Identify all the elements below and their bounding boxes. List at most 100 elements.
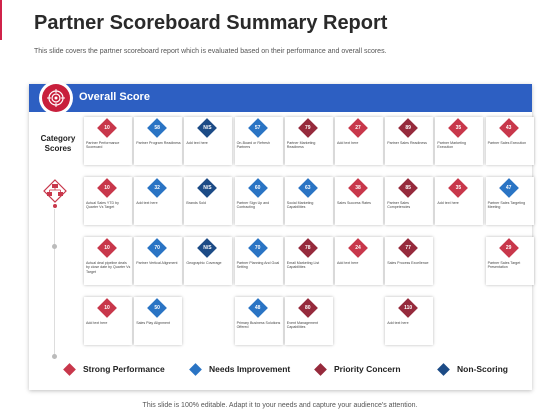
accent-bar xyxy=(0,0,2,40)
score-cell: 29 Partner Sales Target Presentation xyxy=(485,237,534,285)
score-value: 50 xyxy=(154,305,160,311)
score-value: 78 xyxy=(305,245,311,251)
score-cell: 110 Add text here xyxy=(385,297,434,345)
score-cell: 57 On-Board or Refresh Partners xyxy=(234,117,283,165)
score-label: Partner Program Readiness xyxy=(136,141,181,145)
score-label: Partner Sales Readiness xyxy=(387,141,427,145)
score-cell: 10 Actual Sales YTD by Quarter Vs Target xyxy=(84,177,132,225)
score-value: 27 xyxy=(355,125,361,131)
banner-label: Overall Score xyxy=(79,91,150,103)
legend-diamond-icon xyxy=(63,362,76,376)
page-subtitle: This slide covers the partner scoreboard… xyxy=(34,48,387,55)
score-value: 10 xyxy=(104,125,110,131)
score-value: 77 xyxy=(405,245,411,251)
score-cell: 10 Actual deal pipeline deals by close da… xyxy=(84,237,132,285)
scoreboard-card: Overall Score Category Scores 10 Partner … xyxy=(29,81,534,390)
score-value: 29 xyxy=(505,245,512,251)
score-label: Sales Success Rates xyxy=(337,201,371,205)
score-value: 10 xyxy=(104,245,110,251)
score-value: 38 xyxy=(355,185,361,191)
page-title: Partner Scoreboard Summary Report xyxy=(34,12,388,34)
footer-note: This slide is 100% editable. Adapt it to… xyxy=(142,402,418,409)
score-value: 43 xyxy=(505,125,512,131)
score-label: Partner Sign Up and Contracting xyxy=(236,201,270,210)
score-cell: 35 Partner Marketing Execution xyxy=(435,117,484,165)
score-label: Add text here xyxy=(437,201,459,205)
score-cell: 79 Partner Marketing Readiness xyxy=(284,117,333,165)
score-cell: 78 Email Marketing List Capabilities xyxy=(284,237,333,285)
score-label: Partner Sales Targeting Meeting xyxy=(487,201,526,210)
score-cell: N/S Brands Sold xyxy=(184,177,233,225)
score-value: 35 xyxy=(455,125,462,131)
score-label: Partner Performance Scorecard xyxy=(86,141,120,150)
legend: Strong Performance Needs Improvement Pri… xyxy=(29,358,532,382)
score-value: N/S xyxy=(203,245,212,251)
score-label: Partner Marketing Readiness xyxy=(286,141,316,150)
score-cell: 70 Partner Planning And Goal Setting xyxy=(234,237,283,285)
score-label: Email Marketing List Capabilities xyxy=(286,261,320,270)
score-cell: 10 Partner Performance Scorecard xyxy=(84,117,132,165)
legend-item-strong: Strong Performance xyxy=(63,362,165,376)
score-cell: 32 Add text here xyxy=(134,177,183,225)
legend-item-priority: Priority Concern xyxy=(314,362,401,376)
score-value: 35 xyxy=(455,185,462,191)
score-cell: 50 Sales Play Alignment xyxy=(134,297,183,345)
score-value: 10 xyxy=(104,305,110,311)
score-label: Add text here xyxy=(86,321,108,325)
score-cell: 60 Partner Sign Up and Contracting xyxy=(234,177,283,225)
legend-label: Strong Performance xyxy=(83,364,165,374)
score-label: Brands Sold xyxy=(186,201,206,205)
score-value: 110 xyxy=(404,305,413,311)
target-icon xyxy=(39,81,73,115)
score-value: 57 xyxy=(254,125,261,131)
score-value: 70 xyxy=(154,245,160,251)
timeline-line xyxy=(54,209,55,359)
legend-diamond-icon xyxy=(189,362,202,376)
legend-diamond-icon xyxy=(437,362,450,376)
score-cell: 38 Sales Success Rates xyxy=(335,177,383,225)
score-cell: 89 Partner Sales Readiness xyxy=(385,117,434,165)
score-value: 48 xyxy=(254,305,261,311)
score-cell: 63 Social Marketing Capabilities xyxy=(284,177,333,225)
legend-label: Needs Improvement xyxy=(209,364,291,374)
score-label: Partner Marketing Execution xyxy=(437,141,466,150)
score-label: Partner Sales Execution xyxy=(487,141,527,145)
score-value: 58 xyxy=(154,125,160,131)
score-label: Partner Sales Target Presentation xyxy=(487,261,521,270)
score-value: N/S xyxy=(203,125,212,131)
score-cell: 47 Partner Sales Targeting Meeting xyxy=(485,177,534,225)
score-label: Sales Process Excellence xyxy=(387,261,429,265)
score-label: On-Board or Refresh Partners xyxy=(236,141,270,150)
score-label: Add text here xyxy=(387,321,409,325)
score-cell: 43 Partner Sales Execution xyxy=(485,117,534,165)
score-value: 85 xyxy=(405,185,411,191)
score-value: 24 xyxy=(355,245,361,251)
score-value: 47 xyxy=(505,185,512,191)
score-cell: 85 Partner Sales Competencies xyxy=(385,177,434,225)
score-label: Add text here xyxy=(136,201,158,205)
score-value: 32 xyxy=(154,185,160,191)
timeline-dot xyxy=(52,244,57,249)
score-value: 70 xyxy=(254,245,261,251)
score-label: Sales Play Alignment xyxy=(136,321,170,325)
score-label: Actual Sales YTD by Quarter Vs Target xyxy=(86,201,119,210)
legend-label: Priority Concern xyxy=(334,364,401,374)
score-cell: 10 Add text here xyxy=(84,297,132,345)
score-value: 10 xyxy=(104,185,110,191)
category-scores-label: Category Scores xyxy=(40,134,76,153)
score-cell: 35 Add text here xyxy=(435,177,484,225)
score-value: 80 xyxy=(305,305,311,311)
score-value: 60 xyxy=(254,185,261,191)
score-label: Add text here xyxy=(337,261,359,265)
legend-item-nonscoring: Non-Scoring xyxy=(437,362,508,376)
score-label: Partner Sales Competencies xyxy=(387,201,411,210)
legend-item-improve: Needs Improvement xyxy=(189,362,291,376)
score-label: Geographic Coverage xyxy=(186,261,222,265)
score-label: Social Marketing Capabilities xyxy=(286,201,314,210)
score-label: Partner Planning And Goal Setting xyxy=(236,261,280,270)
score-cell: 77 Sales Process Excellence xyxy=(385,237,434,285)
score-value: 79 xyxy=(305,125,311,131)
overall-score-banner: Overall Score xyxy=(29,81,532,115)
score-label: Primary Business Solutions Offered xyxy=(236,321,281,330)
